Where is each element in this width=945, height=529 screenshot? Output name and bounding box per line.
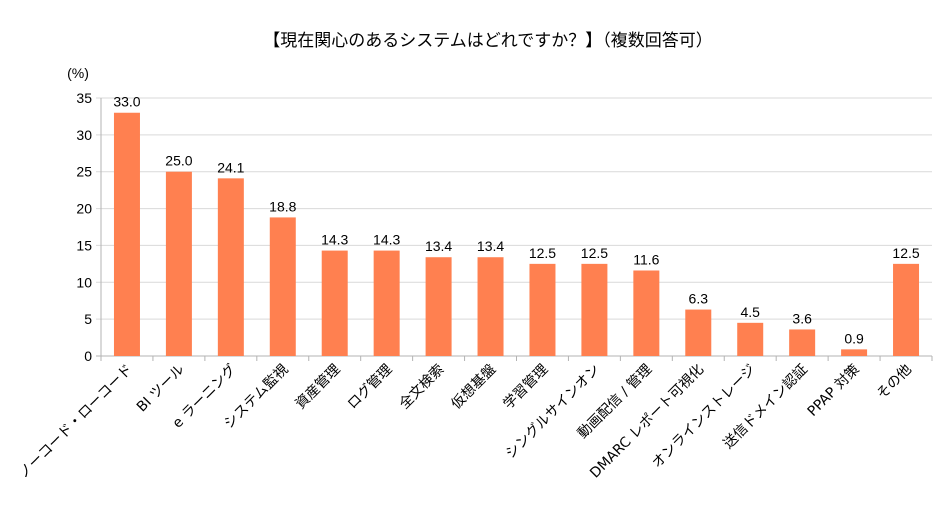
x-tick-label: 学習管理 bbox=[500, 362, 551, 413]
x-tick-label: オンラインストレージ bbox=[649, 362, 759, 472]
bar bbox=[477, 257, 504, 356]
data-label: 6.3 bbox=[689, 291, 709, 307]
y-tick-label: 0 bbox=[84, 348, 92, 364]
y-tick-label: 5 bbox=[84, 311, 92, 327]
data-label: 12.5 bbox=[892, 245, 919, 261]
x-tick-label: シングルサインオン bbox=[503, 362, 603, 462]
x-tick-label: 全文検索 bbox=[396, 361, 448, 413]
data-label: 24.1 bbox=[217, 159, 244, 175]
x-tick-label: 資産管理 bbox=[293, 362, 344, 413]
bar bbox=[269, 217, 296, 356]
y-tick-label: 35 bbox=[76, 90, 92, 106]
y-tick-label: 10 bbox=[76, 274, 92, 290]
data-label: 18.8 bbox=[269, 198, 296, 214]
x-tick-label: BI ツール bbox=[134, 362, 188, 416]
bar bbox=[529, 263, 556, 356]
data-label: 12.5 bbox=[529, 245, 556, 261]
data-label: 25.0 bbox=[165, 153, 192, 169]
bar bbox=[633, 270, 660, 356]
bar bbox=[113, 112, 140, 356]
bar bbox=[321, 250, 348, 356]
bar bbox=[217, 178, 244, 356]
y-tick-label: 25 bbox=[76, 164, 92, 180]
x-tick-label: ノーコード・ローコード bbox=[16, 362, 136, 482]
y-tick-label: 15 bbox=[76, 237, 92, 253]
y-axis-label: (%) bbox=[67, 65, 89, 81]
bar bbox=[373, 250, 400, 356]
bar bbox=[841, 349, 868, 356]
bar bbox=[893, 263, 920, 356]
y-tick-label: 30 bbox=[76, 127, 92, 143]
data-label: 4.5 bbox=[740, 304, 760, 320]
x-tick-label: 仮想基盤 bbox=[448, 361, 500, 413]
data-label: 11.6 bbox=[633, 251, 659, 267]
data-label: 14.3 bbox=[321, 232, 348, 248]
data-label: 3.6 bbox=[792, 310, 812, 326]
data-label: 14.3 bbox=[373, 232, 400, 248]
bar bbox=[165, 171, 192, 356]
x-tick-label: PPAP 対策 bbox=[804, 361, 863, 420]
data-label: 0.9 bbox=[844, 330, 864, 346]
x-tick-label: その他 bbox=[874, 362, 915, 403]
bar bbox=[685, 309, 712, 356]
bar bbox=[425, 257, 452, 356]
bar bbox=[789, 329, 816, 356]
data-label: 12.5 bbox=[581, 245, 608, 261]
data-label: 33.0 bbox=[113, 94, 140, 110]
bar bbox=[737, 322, 764, 356]
chart-title: 【現在関心のあるシステムはどれですか？】（複数回答可） bbox=[263, 31, 712, 51]
bar bbox=[581, 263, 608, 356]
x-tick-label: ログ管理 bbox=[345, 362, 396, 413]
y-tick-label: 20 bbox=[76, 201, 92, 217]
data-label: 13.4 bbox=[425, 238, 452, 254]
data-label: 13.4 bbox=[477, 238, 504, 254]
